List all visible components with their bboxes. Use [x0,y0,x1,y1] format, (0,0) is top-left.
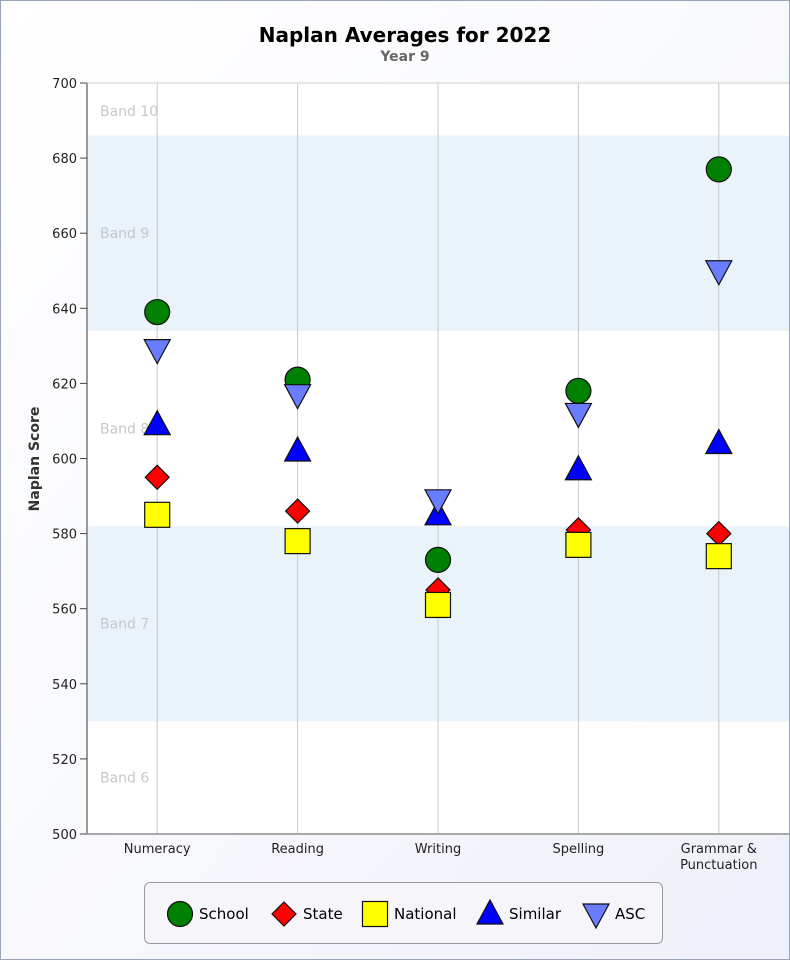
y-tick-label: 660 [52,227,77,242]
y-tick-label: 560 [52,603,77,618]
marker-national-writing [424,591,452,619]
x-tick-label: Numeracy [124,842,191,857]
legend-marker-asc [581,903,611,929]
band-label: Band 8 [100,421,149,437]
x-axis-ticks: Numeracy Reading Writing Spelling Grammar &P… [124,842,758,873]
legend-label: ASC [615,905,646,923]
legend-swatch-diamond [271,901,297,927]
y-tick-label: 680 [52,152,77,167]
legend-item-similar: Similar [475,883,561,945]
marker-state-numeracy [144,464,171,491]
marker-similar-spelling [564,454,593,481]
band-label: Band 10 [100,104,158,120]
legend-swatch-circle [166,900,194,928]
band-labels: Band 6 Band 7 Band 8 Band 9 Band 10 [100,104,158,787]
marker-national-grammar-punctuation [705,543,732,570]
marker-similar-reading [283,435,312,462]
y-tick-label: 580 [52,528,77,543]
marker-asc-numeracy [143,339,172,365]
marker-asc-writing [423,489,453,516]
legend-swatch-triangle-down [581,903,611,929]
x-tick-label: Grammar & [681,842,757,857]
marker-similar-grammar-punctuation [704,428,733,455]
marker-asc-reading [283,384,312,410]
chart-subtitle: Year 9 [379,49,429,65]
band-label: Band 9 [100,226,149,242]
y-axis-ticks: 500 520 540 560 580 600 620 640 660 680 700 [52,77,87,843]
marker-state-reading [284,498,311,524]
legend-item-school: School [165,883,249,945]
marker-school-grammar-punctuation [705,156,732,183]
legend-label: National [394,905,457,923]
marker-asc-grammar-punctuation [704,260,733,287]
legend-marker-state [271,901,297,927]
legend: School State National Similar ASC [144,882,663,944]
legend-swatch-triangle-up [475,899,505,925]
marker-school-numeracy [144,298,171,326]
marker-national-numeracy [144,501,171,528]
marker-national-spelling [565,531,592,558]
naplan-chart: Naplan Averages for 2022 Year 9 Band 6Ba… [27,23,789,873]
y-tick-label: 620 [52,377,77,392]
legend-item-asc: ASC [581,883,645,945]
marker-asc-spelling [564,402,593,429]
legend-item-national: National [360,883,457,945]
x-tick-label: Spelling [552,842,604,857]
legend-label: School [199,905,249,923]
legend-swatch-square [361,900,389,928]
y-tick-label: 540 [52,678,77,693]
y-tick-label: 640 [52,302,77,317]
marker-school-writing [424,546,452,573]
legend-label: State [303,905,343,923]
legend-label: Similar [509,905,561,923]
y-tick-label: 600 [52,453,77,468]
x-tick-label: Punctuation [680,858,757,873]
marker-national-reading [284,528,311,555]
marker-similar-numeracy [143,409,172,436]
data-markers [143,156,733,619]
legend-marker-school [166,900,194,928]
legend-marker-similar [475,899,505,925]
y-tick-label: 520 [52,753,77,768]
chart-title: Naplan Averages for 2022 [259,23,552,47]
y-tick-label: 700 [52,77,77,92]
band-label: Band 7 [100,617,149,633]
marker-school-spelling [565,377,592,405]
legend-marker-national [361,900,389,928]
x-tick-label: Writing [415,842,461,857]
legend-item-state: State [269,883,343,945]
x-tick-label: Reading [271,842,324,857]
y-axis-label: Naplan Score [27,407,43,512]
band-label: Band 6 [100,771,149,787]
y-tick-label: 500 [52,828,77,843]
